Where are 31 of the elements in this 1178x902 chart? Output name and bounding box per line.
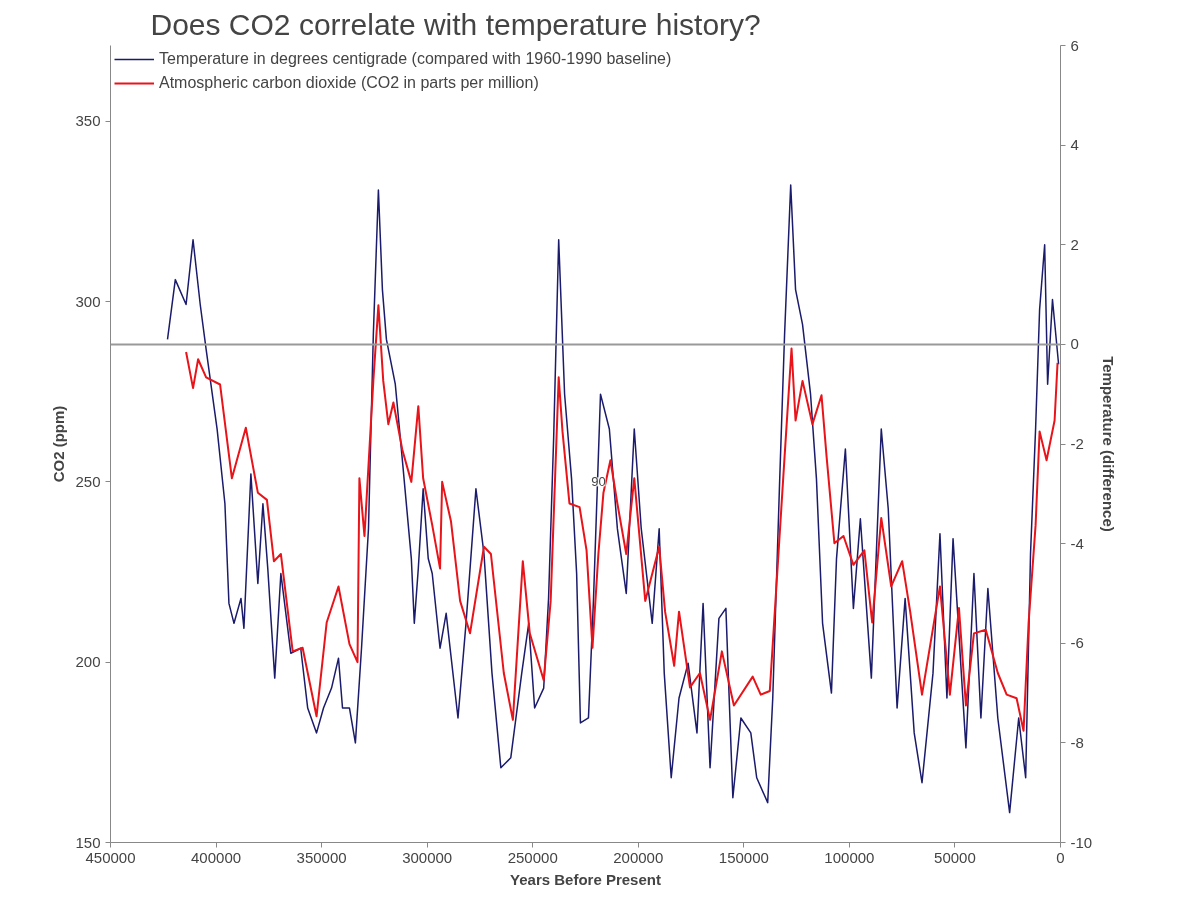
x-tick-label: 0: [1056, 848, 1065, 866]
y2-tick-label: 4: [1070, 136, 1079, 154]
chart-title: Does CO2 correlate with temperature history?: [150, 7, 761, 41]
y-tick-label: 300: [75, 292, 101, 310]
x-tick-label: 100000: [824, 848, 875, 866]
x-tick-label: 200000: [613, 848, 664, 866]
y-axis-title: CO2 (ppm): [50, 405, 68, 483]
y-tick-label: 350: [75, 112, 101, 130]
y2-axis-title: Temperature (difference): [1100, 356, 1118, 532]
annotation: 90: [591, 474, 606, 490]
y2-tick-label: -6: [1070, 634, 1084, 652]
y2-tick-label: 2: [1070, 235, 1079, 253]
y-tick-label: 250: [75, 472, 101, 490]
legend-label: Temperature in degrees centigrade (compared with 1960-1990 baseline): [159, 50, 672, 68]
y-tick-label: 150: [75, 833, 101, 851]
y-tick-label: 200: [75, 653, 101, 671]
x-tick-label: 400000: [191, 848, 242, 866]
y2-tick-label: 6: [1070, 36, 1079, 54]
x-tick-label: 50000: [934, 848, 976, 866]
y2-tick-label: -4: [1070, 534, 1084, 552]
x-tick-label: 300000: [402, 848, 453, 866]
x-tick-label: 350000: [296, 848, 347, 866]
y2-tick-label: -8: [1070, 733, 1084, 751]
x-tick-label: 450000: [85, 848, 136, 866]
legend-label: Atmospheric carbon dioxide (CO2 in parts per million): [159, 74, 539, 92]
x-tick-label: 250000: [507, 848, 558, 866]
y2-tick-label: 0: [1070, 335, 1079, 353]
x-tick-label: 150000: [718, 848, 769, 866]
y2-tick-label: -2: [1070, 435, 1084, 452]
y2-tick-label: -10: [1070, 833, 1093, 851]
x-axis-title: Years Before Present: [510, 870, 661, 888]
